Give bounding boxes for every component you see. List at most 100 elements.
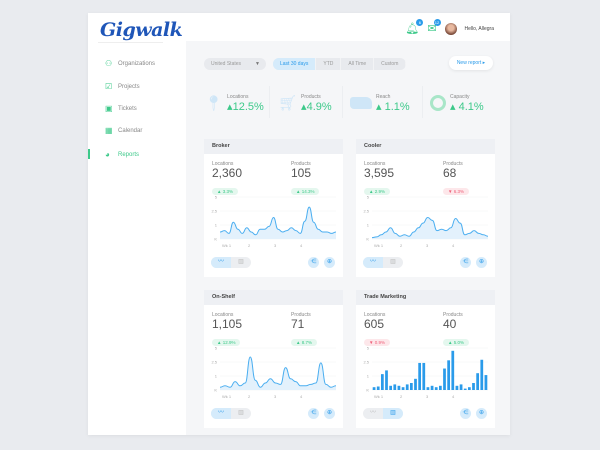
divider	[342, 86, 343, 118]
x-tick-label: Wk 1	[374, 243, 384, 248]
y-tick-label: K	[366, 237, 369, 242]
zoom-in-icon[interactable]: ⊕	[324, 257, 335, 268]
x-tick-label: 4	[452, 394, 455, 399]
kpi-value: 3,595	[364, 166, 395, 180]
y-tick-label: 5	[367, 195, 370, 200]
tab-last-30-days[interactable]: Last 30 days	[273, 58, 317, 70]
share-icon[interactable]: ⋲	[308, 257, 319, 268]
sidebar-item-tickets[interactable]: ▣ Tickets	[105, 104, 137, 113]
bar-chart-icon[interactable]: ▥	[390, 259, 396, 265]
y-tick-label: K	[214, 388, 217, 393]
country-value: United States	[211, 61, 242, 67]
y-tick-label: 2.5	[211, 209, 217, 214]
y-tick-label: 1	[367, 374, 370, 379]
active-indicator	[88, 149, 90, 159]
kpi-value: 71	[291, 317, 305, 331]
zoom-in-icon[interactable]: ⊕	[476, 257, 487, 268]
mail-icon[interactable]: ✉︎ 12	[427, 19, 441, 35]
stat-value: ▴ 4.1%	[450, 100, 484, 113]
sidebar-item-projects[interactable]: ☑ Projects	[105, 82, 140, 91]
map-pin-icon: 📍︎	[204, 95, 224, 112]
country-select[interactable]: United States ▼	[204, 58, 266, 70]
card-title: Cooler	[356, 139, 495, 154]
bar	[380, 374, 384, 390]
sidebar-item-organizations[interactable]: ⚇ Organizations	[105, 59, 155, 68]
bar	[480, 359, 484, 390]
line-chart-icon[interactable]: 〰	[211, 257, 231, 268]
sidebar-item-label: Calendar	[118, 127, 143, 134]
calendar-icon: ▦	[105, 126, 113, 135]
sidebar-item-label: Reports	[118, 151, 140, 158]
summary-capacity: Capacity ▴ 4.1%	[430, 88, 484, 118]
area-fill	[220, 356, 336, 390]
bar	[405, 384, 409, 390]
x-tick-label: 3	[274, 394, 277, 399]
kpi-label: Products	[291, 161, 311, 167]
kpi-value: 105	[291, 166, 312, 180]
x-tick-label: 4	[300, 394, 303, 399]
header-actions: 🔔︎ 6 ✉︎ 12 Hello, Allegra	[405, 19, 494, 35]
series-line	[371, 217, 489, 239]
divider	[269, 86, 270, 118]
share-icon[interactable]: ⋲	[460, 408, 471, 419]
sidebar: ⚇ Organizations ☑ Projects ▣ Tickets ▦ Calen…	[88, 41, 186, 435]
gigwalk-logo[interactable]: Gigwalk	[100, 19, 183, 41]
y-tick-label: 1	[215, 374, 218, 379]
change-badge: ▼ 0.9%	[364, 339, 390, 346]
bar-chart-icon[interactable]: ▥	[383, 408, 403, 419]
avatar[interactable]	[444, 22, 457, 35]
change-badge: ▲ 14.3%	[291, 188, 320, 195]
bar	[401, 387, 405, 390]
kpi-label: Products	[443, 161, 463, 167]
main-content: United States ▼ Last 30 days YTD All Time…	[186, 41, 510, 435]
stat-value: ▴12.5%	[227, 100, 264, 113]
report-card-trade-marketing: Trade Marketing Locations 605 ▼ 0.9% Product…	[356, 290, 495, 428]
sidebar-item-reports[interactable]: ◕ Reports	[105, 150, 139, 159]
y-tick-label: 5	[215, 195, 218, 200]
line-chart-icon[interactable]: 〰	[363, 257, 383, 268]
summary-locations: 📍︎ Locations ▴12.5%	[204, 88, 264, 118]
bar	[385, 370, 388, 390]
stat-label: Products	[301, 93, 321, 100]
chevron-down-icon: ▼	[255, 61, 260, 67]
stat-label: Capacity	[450, 93, 470, 100]
share-icon[interactable]: ⋲	[460, 257, 471, 268]
share-icon[interactable]: ⋲	[308, 408, 319, 419]
series-line	[219, 356, 337, 388]
change-badge: ▲ 8.7%	[291, 339, 317, 346]
bar-chart-icon[interactable]: ▥	[238, 410, 244, 416]
clipboard-icon: ☑	[105, 82, 113, 91]
kpi-value: 1,105	[212, 317, 243, 331]
bar	[438, 385, 442, 390]
zoom-in-icon[interactable]: ⊕	[324, 408, 335, 419]
kpi-products: Products 105 ▲ 14.3%	[291, 161, 320, 198]
zoom-in-icon[interactable]: ⊕	[476, 408, 487, 419]
kpi-value: 605	[364, 317, 385, 331]
ticket-icon: ▣	[105, 104, 113, 113]
y-tick-label: K	[366, 388, 369, 393]
report-card-broker: Broker Locations 2,360 ▲ 3.3% Products 105 ▲ 1…	[204, 139, 343, 277]
x-tick-label: 4	[452, 243, 455, 248]
y-tick-label: 2.5	[363, 360, 369, 365]
kpi-value: 68	[443, 166, 457, 180]
stat-value: ▴ 1.1%	[376, 100, 410, 113]
line-chart-icon[interactable]: 〰	[369, 410, 376, 416]
bell-icon[interactable]: 🔔︎ 6	[405, 19, 424, 35]
chart: 5 2.5 1 K Wk 1 2 3 4	[211, 346, 337, 399]
card-title: On-Shelf	[204, 290, 343, 305]
bar	[414, 378, 417, 390]
y-tick-label: 2.5	[363, 209, 369, 214]
kpi-products: Products 68 ▼ 6.3%	[443, 161, 469, 198]
x-tick-label: 4	[300, 243, 303, 248]
line-chart-icon[interactable]: 〰	[211, 408, 231, 419]
new-report-button[interactable]: New report ▸	[449, 56, 493, 70]
x-tick-label: Wk 1	[222, 394, 232, 399]
mail-badge: 12	[433, 19, 441, 26]
kpi-value: 2,360	[212, 166, 243, 180]
chart-type-toggle: 〰 ▥	[211, 257, 251, 268]
tab-all-time[interactable]: All Time	[341, 58, 375, 70]
sidebar-item-calendar[interactable]: ▦ Calendar	[105, 126, 142, 135]
tab-custom[interactable]: Custom	[374, 58, 407, 70]
bar-chart-icon[interactable]: ▥	[238, 259, 244, 265]
tab-ytd[interactable]: YTD	[316, 58, 342, 70]
